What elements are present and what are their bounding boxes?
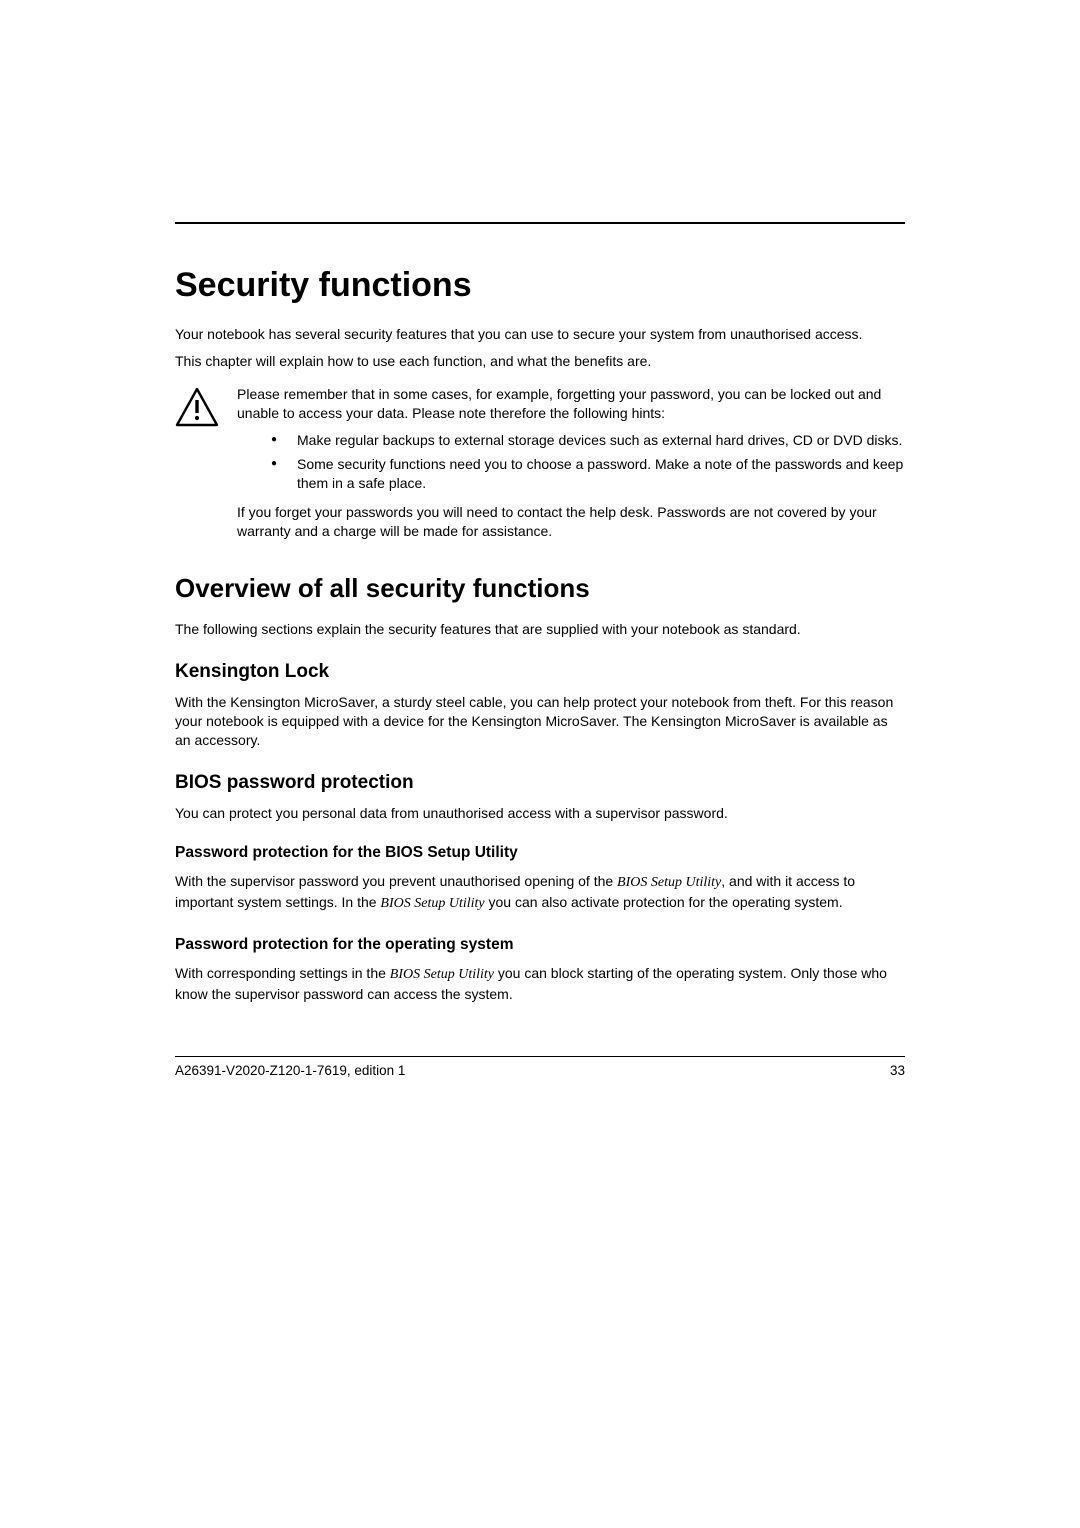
warning-bullets: Make regular backups to external storage… xyxy=(237,431,905,494)
footer-left: A26391-V2020-Z120-1-7619, edition 1 xyxy=(175,1063,405,1078)
warning-body: Please remember that in some cases, for … xyxy=(237,385,905,549)
intro-paragraph-1: Your notebook has several security featu… xyxy=(175,325,905,344)
bios-setup-text: With the supervisor password you prevent… xyxy=(175,872,905,914)
warning-bullet-2: Some security functions need you to choo… xyxy=(271,455,905,493)
warning-callout: Please remember that in some cases, for … xyxy=(175,385,905,549)
os-pre: With corresponding settings in the xyxy=(175,965,390,981)
bios-setup-italic-1: BIOS Setup Utility xyxy=(617,875,721,890)
page-footer: A26391-V2020-Z120-1-7619, edition 1 33 xyxy=(175,1056,905,1078)
kensington-text: With the Kensington MicroSaver, a sturdy… xyxy=(175,693,905,750)
footer-rule xyxy=(175,1056,905,1057)
top-rule xyxy=(175,222,905,224)
kensington-heading: Kensington Lock xyxy=(175,661,905,683)
bios-setup-italic-2: BIOS Setup Utility xyxy=(380,896,484,911)
bios-text: You can protect you personal data from u… xyxy=(175,804,905,823)
intro-paragraph-2: This chapter will explain how to use eac… xyxy=(175,352,905,371)
warning-bullet-1: Make regular backups to external storage… xyxy=(271,431,905,450)
overview-text: The following sections explain the secur… xyxy=(175,620,905,639)
overview-heading: Overview of all security functions xyxy=(175,573,905,604)
os-text: With corresponding settings in the BIOS … xyxy=(175,964,905,1004)
os-heading: Password protection for the operating sy… xyxy=(175,936,905,954)
footer-row: A26391-V2020-Z120-1-7619, edition 1 33 xyxy=(175,1063,905,1078)
warning-trail: If you forget your passwords you will ne… xyxy=(237,503,905,541)
os-italic: BIOS Setup Utility xyxy=(390,967,494,982)
warning-lead: Please remember that in some cases, for … xyxy=(237,385,905,423)
bios-setup-heading: Password protection for the BIOS Setup U… xyxy=(175,844,905,862)
bios-heading: BIOS password protection xyxy=(175,772,905,794)
bios-setup-post: you can also activate protection for the… xyxy=(485,894,843,910)
bios-setup-pre: With the supervisor password you prevent… xyxy=(175,873,617,889)
warning-icon xyxy=(175,385,237,549)
document-page: Security functions Your notebook has sev… xyxy=(0,0,1080,1528)
page-title: Security functions xyxy=(175,266,905,305)
footer-page-number: 33 xyxy=(890,1063,905,1078)
